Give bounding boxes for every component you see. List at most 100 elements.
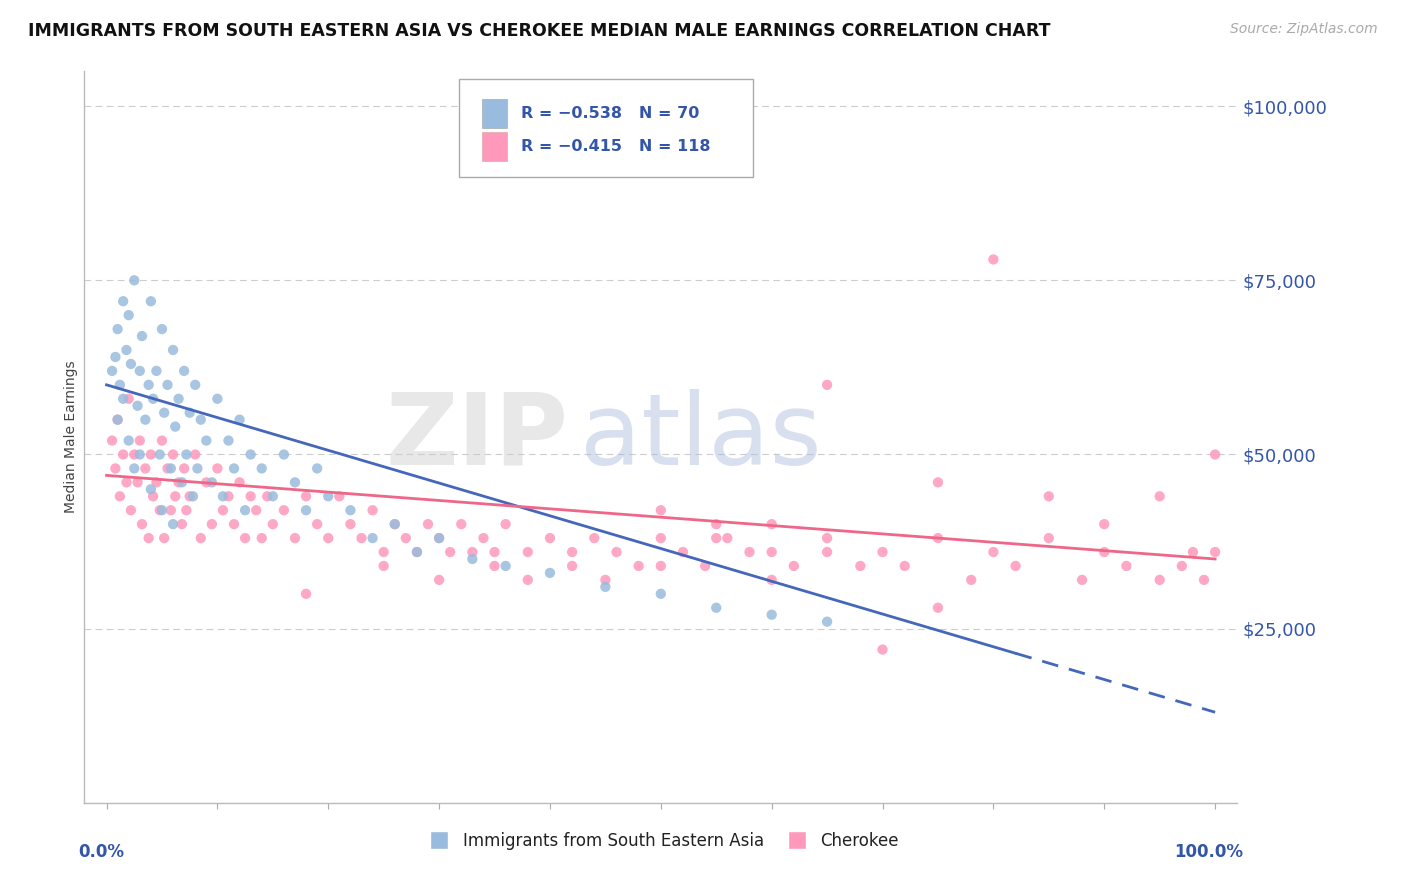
Point: [212, 503, 235, 517]
Point: [207, 392, 229, 406]
Point: [427, 531, 450, 545]
Point: [273, 448, 295, 462]
Point: [627, 558, 650, 573]
Point: [516, 545, 538, 559]
Point: [149, 503, 172, 517]
Point: [761, 545, 783, 559]
Point: [134, 412, 156, 426]
Point: [165, 489, 187, 503]
Point: [120, 357, 142, 371]
Point: [538, 531, 561, 545]
Point: [849, 558, 872, 573]
Point: [138, 377, 160, 392]
Point: [250, 461, 273, 475]
Point: [184, 448, 207, 462]
Point: [295, 587, 318, 601]
Point: [104, 461, 127, 475]
Point: [328, 489, 350, 503]
Point: [176, 448, 198, 462]
Point: [201, 475, 224, 490]
Point: [716, 531, 738, 545]
Point: [112, 448, 135, 462]
Point: [160, 503, 183, 517]
Y-axis label: Median Male Earnings: Median Male Earnings: [65, 360, 79, 514]
Point: [179, 406, 201, 420]
Bar: [482, 99, 508, 128]
Point: [156, 461, 179, 475]
Point: [983, 545, 1005, 559]
Point: [122, 461, 145, 475]
Point: [195, 434, 218, 448]
Point: [450, 517, 472, 532]
Point: [128, 364, 150, 378]
Point: [1204, 545, 1226, 559]
Point: [190, 531, 212, 545]
Point: [927, 531, 949, 545]
Point: [704, 517, 727, 532]
Point: [118, 308, 141, 322]
Point: [650, 587, 672, 601]
Point: [384, 517, 406, 532]
Point: [107, 412, 129, 426]
Point: [427, 573, 450, 587]
Point: [228, 475, 250, 490]
Point: [761, 517, 783, 532]
Point: [167, 475, 190, 490]
Point: [339, 503, 361, 517]
Point: [150, 503, 173, 517]
Point: [439, 545, 461, 559]
Point: [516, 573, 538, 587]
Point: [170, 475, 193, 490]
Point: [239, 448, 262, 462]
Point: [256, 489, 278, 503]
Point: [122, 273, 145, 287]
Text: IMMIGRANTS FROM SOUTH EASTERN ASIA VS CHEROKEE MEDIAN MALE EARNINGS CORRELATION : IMMIGRANTS FROM SOUTH EASTERN ASIA VS CH…: [28, 22, 1050, 40]
Point: [406, 545, 429, 559]
Point: [142, 489, 165, 503]
Point: [201, 517, 224, 532]
Point: [893, 558, 915, 573]
Point: [983, 252, 1005, 267]
Point: [872, 642, 894, 657]
Point: [461, 545, 484, 559]
Point: [112, 294, 135, 309]
Point: [672, 545, 695, 559]
Bar: [482, 132, 508, 161]
Point: [195, 475, 218, 490]
Point: [1071, 573, 1094, 587]
Point: [139, 294, 162, 309]
Point: [127, 399, 149, 413]
Point: [595, 580, 617, 594]
Point: [815, 531, 838, 545]
Point: [101, 364, 124, 378]
Point: [295, 489, 318, 503]
Point: [176, 503, 198, 517]
Point: [218, 434, 240, 448]
Point: [262, 517, 284, 532]
Point: [167, 392, 190, 406]
Point: [228, 412, 250, 426]
Point: [173, 461, 195, 475]
Point: [1204, 448, 1226, 462]
Point: [704, 531, 727, 545]
Point: [1149, 573, 1171, 587]
Point: [1038, 531, 1060, 545]
Point: [339, 517, 361, 532]
Text: ZIP: ZIP: [385, 389, 568, 485]
Point: [139, 483, 162, 497]
Point: [361, 503, 384, 517]
Point: [872, 545, 894, 559]
Text: Source: ZipAtlas.com: Source: ZipAtlas.com: [1230, 22, 1378, 37]
Point: [233, 531, 256, 545]
Point: [650, 558, 672, 573]
Point: [650, 531, 672, 545]
Point: [461, 552, 484, 566]
Point: [595, 573, 617, 587]
Point: [222, 461, 245, 475]
Point: [108, 377, 131, 392]
Point: [162, 448, 184, 462]
Point: [160, 461, 183, 475]
Point: [960, 573, 983, 587]
Point: [156, 377, 179, 392]
Point: [142, 392, 165, 406]
